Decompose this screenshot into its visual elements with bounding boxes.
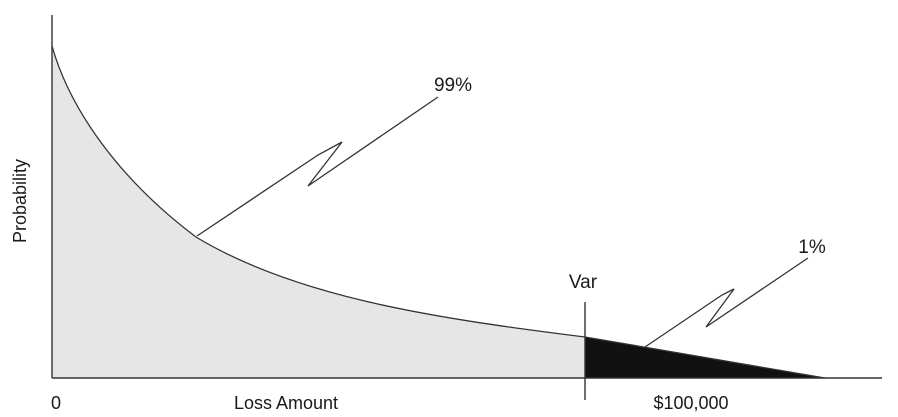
body-percent-label: 99%	[434, 75, 472, 96]
body-area-99	[52, 46, 585, 378]
y-axis-label: Probability	[10, 159, 30, 243]
loss-density-curve	[51, 45, 826, 379]
var-value-label: $100,000	[653, 393, 728, 413]
var-label: Var	[569, 272, 598, 293]
callout-1-leader	[644, 257, 809, 348]
tail-percent-label: 1%	[798, 237, 826, 258]
x-axis-label: Loss Amount	[234, 393, 338, 413]
callout-99-leader	[196, 96, 439, 237]
origin-label: 0	[51, 393, 61, 413]
